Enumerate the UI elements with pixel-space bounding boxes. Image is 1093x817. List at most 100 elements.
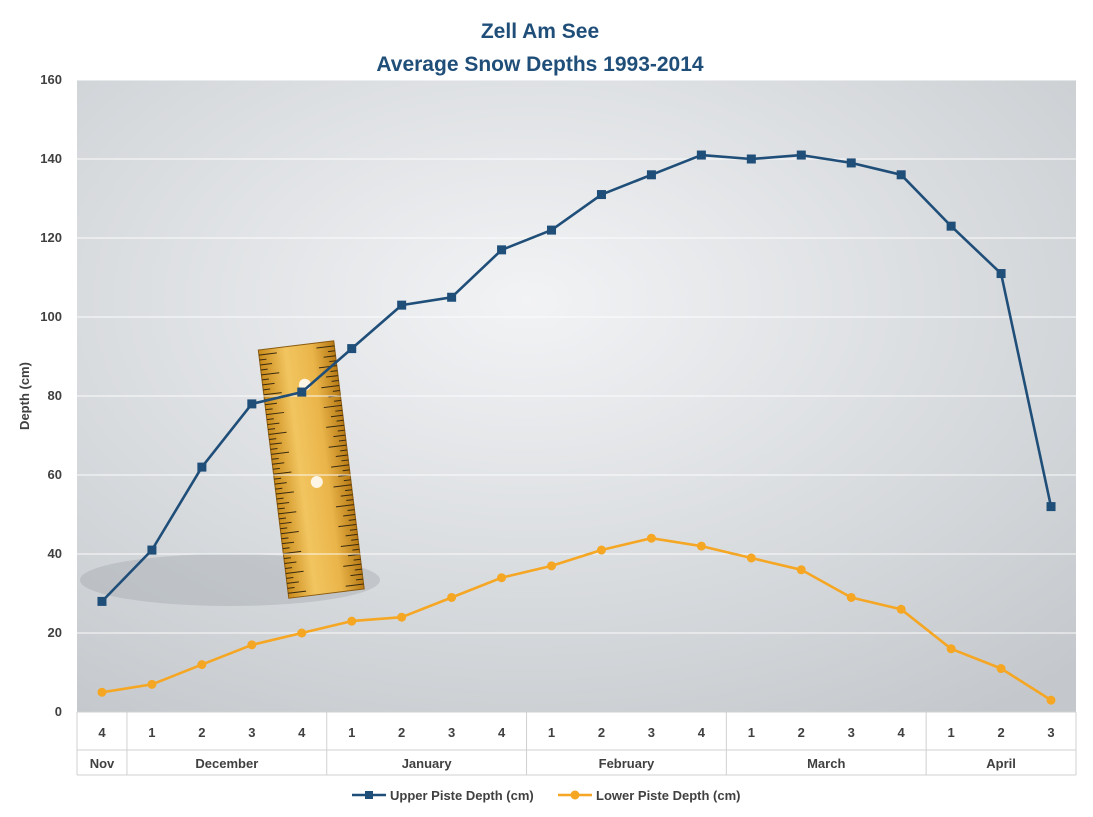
- lower-piste-point: [996, 664, 1006, 674]
- lower-piste-point: [397, 612, 407, 622]
- ruler-tick: [327, 350, 336, 353]
- x-tick-label: 2: [398, 725, 405, 740]
- ruler-tick: [338, 439, 346, 442]
- ruler-tick: [333, 434, 346, 438]
- legend-upper-label: Upper Piste Depth (cm): [390, 788, 534, 803]
- ruler-tick: [275, 487, 283, 490]
- upper-piste-point: [696, 150, 706, 160]
- ruler-tick: [332, 389, 340, 392]
- ruler-tick: [269, 442, 282, 445]
- y-axis-ticks: 0 20 40 60 80 100 120 140 160: [40, 72, 62, 719]
- x-tick-label: 2: [997, 725, 1004, 740]
- lower-piste-point: [247, 640, 257, 650]
- ruler-tick: [340, 449, 348, 452]
- lower-piste-point: [347, 616, 357, 626]
- x-tick-label: 2: [798, 725, 805, 740]
- x-tick-label: 3: [848, 725, 855, 740]
- ruler-tick: [272, 467, 280, 470]
- ruler-tick: [329, 360, 337, 363]
- y-tick-label: 140: [40, 151, 62, 166]
- x-tick-label: 1: [948, 725, 955, 740]
- ruler-tick: [345, 489, 353, 492]
- ruler-tick: [269, 438, 277, 440]
- ruler-tick: [283, 550, 302, 555]
- lower-piste-point: [147, 679, 157, 689]
- ruler-tick: [343, 479, 351, 482]
- ruler-tick: [261, 378, 269, 381]
- ruler-tick: [331, 464, 350, 468]
- month-label: April: [986, 756, 1016, 771]
- y-tick-label: 0: [55, 704, 62, 719]
- legend: Upper Piste Depth (cm) Lower Piste Depth…: [352, 788, 740, 803]
- ruler-tick: [343, 563, 362, 567]
- y-tick-label: 160: [40, 72, 62, 87]
- ruler-tick: [338, 523, 357, 528]
- lower-piste-point: [447, 592, 457, 602]
- y-tick-label: 20: [48, 625, 62, 640]
- x-tick-label: 1: [148, 725, 155, 740]
- x-tick-label: 1: [348, 725, 355, 740]
- ruler-tick: [341, 459, 349, 462]
- ruler-tick: [287, 586, 295, 589]
- ruler-tick: [282, 541, 295, 545]
- ruler-tick: [272, 462, 285, 465]
- ruler-image: [257, 340, 365, 599]
- ruler-tick: [286, 577, 294, 579]
- ruler-tick: [262, 382, 275, 386]
- upper-piste-point: [397, 300, 407, 310]
- y-tick-label: 120: [40, 230, 62, 245]
- lower-piste-point: [796, 565, 806, 575]
- x-tick-label: 1: [548, 725, 555, 740]
- lower-piste-point: [746, 553, 756, 563]
- ruler-tick: [280, 527, 288, 530]
- lower-piste-point: [497, 573, 507, 583]
- ruler-tick: [335, 504, 354, 508]
- ruler-tick: [340, 494, 353, 497]
- ruler-tick: [349, 528, 357, 531]
- upper-piste-point: [97, 596, 107, 606]
- upper-piste-point: [896, 170, 906, 180]
- data-series: [97, 150, 1056, 705]
- chart-title-line2: Average Snow Depths 1993-2014: [376, 53, 704, 76]
- x-tick-label: 1: [748, 725, 755, 740]
- ruler-tick: [350, 573, 363, 577]
- ruler-tick: [288, 590, 307, 594]
- upper-piste-point: [746, 154, 756, 164]
- ruler-tick: [316, 345, 335, 349]
- ruler-tick: [281, 537, 289, 540]
- ruler-tick: [276, 497, 284, 500]
- ruler-tick: [335, 409, 343, 412]
- x-tick-label: 2: [198, 725, 205, 740]
- lower-piste-point: [646, 533, 656, 543]
- x-tick-label: 4: [98, 725, 106, 740]
- x-axis: 4 1 2 3 4 1 2 3 4 1 2 3 4 1 2 3 4 1 2 3 Nov December January Fe…: [76, 711, 1077, 776]
- ruler-tick: [279, 521, 292, 525]
- upper-piste-point: [547, 225, 557, 235]
- ruler-tick: [318, 365, 337, 369]
- x-tick-label: 4: [698, 725, 706, 740]
- y-tick-label: 40: [48, 546, 62, 561]
- ruler-tick: [260, 368, 268, 371]
- lower-piste-point: [696, 541, 706, 551]
- ruler-tick: [268, 431, 287, 435]
- ruler-tick: [355, 578, 364, 581]
- ruler-tick: [268, 428, 276, 431]
- lower-piste-point: [297, 628, 307, 638]
- ruler-tick: [263, 392, 282, 396]
- ruler-tick: [259, 358, 267, 361]
- lower-piste-point: [1046, 695, 1056, 705]
- ruler-tick: [330, 414, 343, 418]
- month-label: February: [599, 756, 655, 771]
- upper-piste-point: [996, 269, 1006, 279]
- ruler-tick: [335, 454, 348, 457]
- month-label: January: [402, 756, 453, 771]
- ruler-tick: [264, 402, 277, 406]
- month-label: Nov: [90, 756, 115, 771]
- upper-piste-point: [297, 387, 307, 397]
- lower-piste-point: [596, 545, 606, 555]
- lower-piste-point: [846, 592, 856, 602]
- y-axis-label: Depth (cm): [17, 362, 32, 430]
- lower-piste-point: [946, 644, 956, 654]
- chart-title-line1: Zell Am See: [481, 20, 599, 43]
